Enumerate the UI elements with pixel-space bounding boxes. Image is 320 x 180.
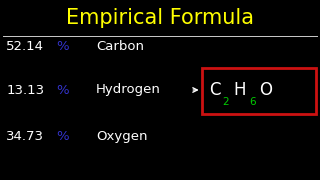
- Text: %: %: [56, 130, 68, 143]
- FancyBboxPatch shape: [202, 68, 316, 114]
- Text: H: H: [234, 81, 246, 99]
- Text: 6: 6: [250, 97, 256, 107]
- Text: 34.73: 34.73: [6, 130, 44, 143]
- Text: O: O: [259, 81, 272, 99]
- Text: 52.14: 52.14: [6, 40, 44, 53]
- Text: %: %: [56, 84, 68, 96]
- Text: Hydrogen: Hydrogen: [96, 84, 161, 96]
- Text: C: C: [210, 81, 221, 99]
- Text: %: %: [56, 40, 68, 53]
- Text: 2: 2: [222, 97, 229, 107]
- Text: Carbon: Carbon: [96, 40, 144, 53]
- Text: Empirical Formula: Empirical Formula: [66, 8, 254, 28]
- Text: 13.13: 13.13: [6, 84, 44, 96]
- Text: Oxygen: Oxygen: [96, 130, 148, 143]
